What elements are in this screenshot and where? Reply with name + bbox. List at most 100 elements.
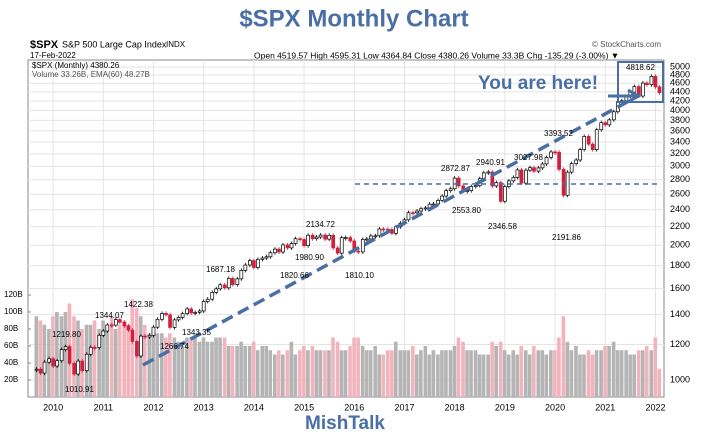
x-tick-label: 2019: [495, 402, 515, 412]
candle: [511, 177, 516, 182]
candle: [38, 368, 43, 374]
candle: [377, 228, 382, 237]
candle: [314, 236, 319, 240]
candle: [268, 252, 273, 258]
volume-bar: [486, 354, 490, 397]
volume-bar: [298, 350, 302, 397]
volume-bar: [155, 333, 160, 397]
volume-bar: [502, 350, 507, 397]
candle: [302, 239, 306, 247]
volume-bar: [364, 350, 369, 397]
volume-bar: [76, 320, 80, 397]
candle: [189, 308, 193, 314]
candle: [444, 190, 448, 197]
candle: [582, 136, 587, 150]
candle: [226, 278, 231, 289]
volume-bar: [160, 333, 164, 397]
candle: [611, 111, 616, 121]
candle: [185, 308, 189, 314]
x-tick-label: 2015: [294, 402, 314, 412]
candle: [285, 244, 290, 249]
candle: [594, 129, 599, 150]
volume-bar: [649, 350, 654, 397]
candle: [599, 122, 604, 131]
candle: [473, 185, 478, 187]
volume-bar: [615, 350, 620, 397]
volume-bar: [310, 346, 315, 397]
volume-bar: [381, 354, 385, 397]
volume-bar: [126, 324, 130, 397]
candle: [76, 360, 81, 375]
volume-bar: [373, 346, 377, 397]
candle: [440, 195, 444, 201]
candle: [34, 368, 39, 371]
volume-bar: [411, 346, 415, 397]
candle: [118, 319, 122, 323]
candle: [88, 346, 93, 355]
candle: [264, 256, 269, 259]
volume-bar: [644, 346, 649, 397]
candle: [151, 326, 156, 336]
volume-bar: [335, 341, 340, 397]
volume-bar: [214, 337, 218, 397]
candle: [97, 334, 102, 348]
volume-bar: [444, 350, 448, 397]
candle: [230, 278, 235, 285]
volume-bar: [406, 350, 411, 397]
candle: [528, 167, 532, 171]
volume-bar: [448, 350, 453, 397]
candle: [51, 358, 55, 367]
candle: [343, 237, 348, 239]
volume-bar: [440, 350, 444, 397]
volume-bar: [477, 354, 482, 397]
volume-bar: [599, 350, 603, 397]
volume-bar: [389, 350, 394, 397]
volume-bar: [511, 350, 516, 397]
candle: [72, 363, 77, 375]
volume-bar: [385, 350, 390, 397]
volume-bar: [180, 346, 185, 397]
volume-bar: [427, 354, 432, 397]
volume-bar: [553, 350, 557, 397]
y-tick-label: 1200: [670, 339, 690, 349]
price-annotation: 2191.86: [552, 233, 581, 242]
candle: [260, 257, 265, 260]
candle: [360, 239, 365, 253]
volume-bar: [368, 350, 373, 397]
candle: [323, 234, 328, 240]
candle: [561, 169, 566, 196]
volume-tick-label: 120B: [4, 290, 23, 299]
volume-bar: [473, 350, 478, 397]
footer: MishTalk: [305, 413, 385, 434]
candle: [411, 212, 415, 215]
price-annotation: 1344.07: [95, 311, 124, 320]
candle: [364, 238, 369, 241]
y-tick-label: 1400: [670, 309, 690, 319]
volume-bar: [151, 329, 156, 397]
price-annotation: 2940.91: [476, 158, 505, 167]
candle: [603, 122, 608, 126]
candle: [160, 313, 164, 320]
volume-bar: [531, 346, 536, 397]
candle: [164, 313, 168, 316]
candle: [318, 234, 323, 238]
volume-tick-label: 80B: [4, 324, 18, 333]
volume-bar: [465, 350, 469, 397]
volume-bar: [569, 350, 574, 397]
candle: [406, 212, 411, 221]
volume-bar: [594, 350, 599, 397]
volume-tick-label: 60B: [4, 341, 18, 350]
volume-bar: [272, 354, 277, 397]
candle: [139, 335, 143, 357]
price-annotation: 1266.74: [160, 342, 189, 351]
y-tick-label: 3600: [670, 125, 690, 135]
volume-bar: [452, 346, 457, 397]
volume-bar: [377, 354, 381, 397]
volume-bar: [590, 354, 595, 397]
candle: [490, 171, 495, 187]
note: You are here!: [478, 73, 598, 94]
volume-bar: [117, 324, 122, 397]
volume-bar: [105, 324, 109, 397]
price-annotation: 2346.58: [488, 222, 517, 231]
volume-bar: [653, 337, 658, 397]
